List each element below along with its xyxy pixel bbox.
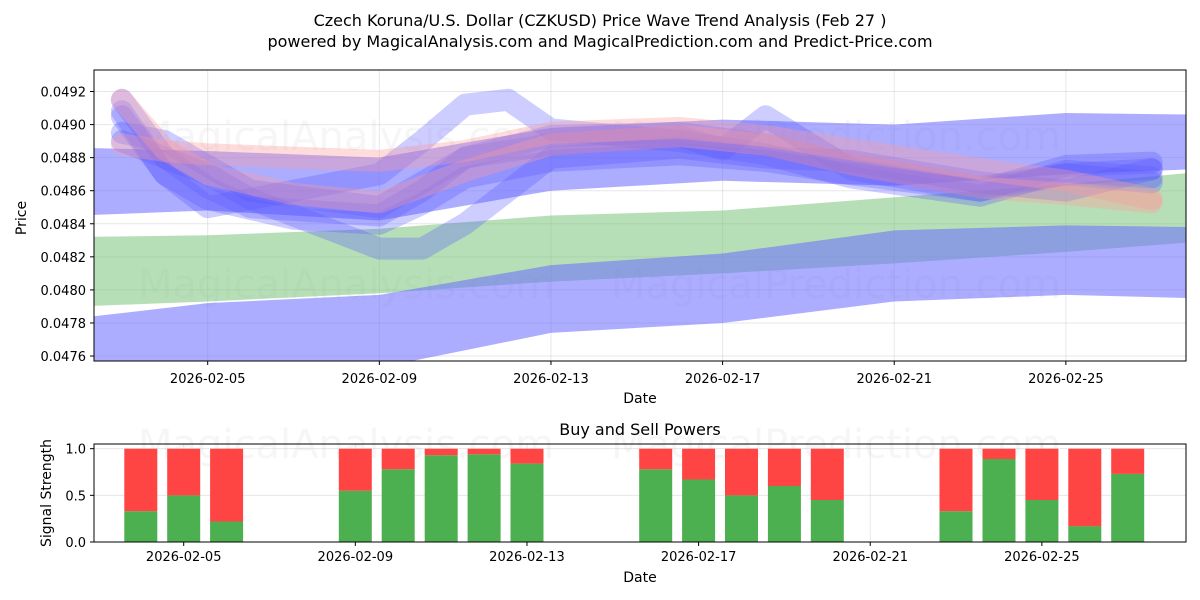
- price-wave-line: [110, 105, 1163, 219]
- y-tick-label: 0.0492: [41, 85, 87, 100]
- signal-x-tick-label: 2026-02-17: [661, 550, 737, 565]
- signal-plot-frame: [93, 443, 1187, 543]
- price-wave-line: [110, 130, 1163, 260]
- sell-bar: [1025, 448, 1059, 500]
- buy-bar: [682, 479, 716, 542]
- buy-bar: [767, 486, 801, 542]
- trend-band: [94, 225, 1186, 361]
- price-wave-chart: MagicalAnalysis.comMagicalPrediction.com…: [14, 69, 1187, 407]
- x-tick-label: 2026-02-13: [513, 372, 589, 387]
- sell-bar: [767, 448, 801, 486]
- price-wave-line: [110, 116, 1163, 210]
- signal-y-tick-label: 0.0: [65, 536, 86, 551]
- sell-bar: [338, 448, 372, 491]
- sell-bar: [982, 448, 1016, 459]
- sell-bar: [639, 448, 673, 470]
- x-tick-label: 2026-02-17: [685, 372, 761, 387]
- buy-bar: [1025, 500, 1059, 542]
- sell-bar: [725, 448, 758, 496]
- signal-x-tick-label: 2026-02-25: [1004, 550, 1080, 565]
- signal-y-tick-label: 1.0: [65, 443, 86, 458]
- trend-band: [94, 113, 1186, 221]
- sell-bar: [810, 448, 844, 500]
- x-tick-label: 2026-02-21: [856, 372, 932, 387]
- sell-bar: [939, 448, 973, 512]
- sell-bar: [467, 448, 501, 455]
- y-tick-label: 0.0478: [41, 317, 87, 332]
- signal-x-tick-label: 2026-02-09: [318, 550, 394, 565]
- buy-bar: [510, 463, 544, 542]
- y-tick-label: 0.0482: [41, 251, 87, 266]
- signal-y-axis-label: Signal Strength: [39, 439, 55, 547]
- buy-bar: [381, 469, 415, 542]
- chart-title-line1: Czech Koruna/U.S. Dollar (CZKUSD) Price …: [314, 11, 887, 30]
- sell-bar: [124, 448, 158, 512]
- sell-bar: [1111, 448, 1145, 474]
- x-tick-label: 2026-02-05: [170, 372, 246, 387]
- buy-bar: [939, 511, 973, 542]
- sell-bar: [1068, 448, 1102, 527]
- signal-x-tick-label: 2026-02-13: [489, 550, 565, 565]
- price-plot-frame: [93, 69, 1187, 362]
- y-tick-label: 0.0488: [41, 152, 87, 167]
- y-tick-label: 0.0480: [41, 284, 87, 299]
- buy-bar: [124, 511, 158, 542]
- price-wave-line: [110, 100, 1163, 235]
- buy-bar: [1068, 526, 1102, 542]
- sell-bar: [424, 448, 458, 456]
- buy-bar: [639, 469, 673, 542]
- buy-bar: [167, 495, 201, 542]
- buy-bar: [1111, 473, 1145, 542]
- signal-x-tick-label: 2026-02-05: [146, 550, 222, 565]
- sell-bar: [381, 448, 415, 470]
- buy-bar: [338, 490, 372, 542]
- y-tick-label: 0.0486: [41, 185, 87, 200]
- signal-x-tick-label: 2026-02-21: [832, 550, 908, 565]
- price-y-axis-label: Price: [14, 201, 30, 235]
- price-wave-line: [110, 88, 1163, 219]
- y-tick-label: 0.0476: [41, 350, 87, 365]
- buy-sell-chart: MagicalAnalysis.com MagicalPrediction.com…: [39, 420, 1187, 586]
- buy-bar: [424, 455, 458, 542]
- x-tick-label: 2026-02-09: [342, 372, 418, 387]
- sell-bar: [682, 448, 716, 480]
- signal-chart-title: Buy and Sell Powers: [559, 420, 721, 439]
- trend-band: [94, 173, 1186, 306]
- x-tick-label: 2026-02-25: [1028, 372, 1104, 387]
- signal-y-tick-label: 0.5: [65, 489, 86, 504]
- chart-title-line2: powered by MagicalAnalysis.com and Magic…: [267, 32, 932, 51]
- sell-bar: [510, 448, 544, 464]
- price-wave-line: [110, 88, 1163, 227]
- buy-bar: [810, 500, 844, 542]
- sell-bar: [167, 448, 201, 496]
- buy-bar: [210, 521, 244, 542]
- y-tick-label: 0.0484: [41, 218, 87, 233]
- buy-bar: [982, 458, 1016, 542]
- buy-bar: [725, 495, 758, 542]
- sell-bar: [210, 448, 244, 522]
- price-x-axis-label: Date: [623, 391, 656, 407]
- signal-x-axis-label: Date: [623, 570, 656, 586]
- buy-bar: [467, 454, 501, 542]
- y-tick-label: 0.0490: [41, 119, 87, 134]
- price-wave-line: [110, 88, 1163, 214]
